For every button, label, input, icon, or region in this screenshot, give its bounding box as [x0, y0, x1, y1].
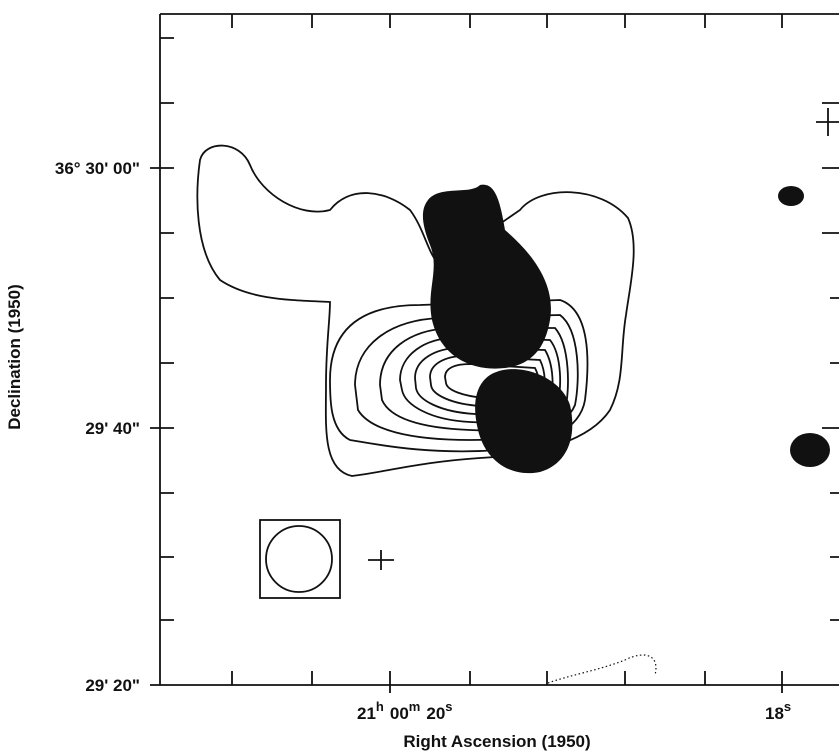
- figure: Declination (1950) Right Ascension (1950…: [0, 0, 839, 751]
- part: 30': [85, 159, 108, 178]
- y-tick-label: 36° 30' 00": [55, 159, 140, 178]
- part: 18: [765, 704, 784, 723]
- part: 29': [85, 419, 108, 438]
- sources: [423, 185, 830, 473]
- part: 29': [85, 676, 108, 695]
- part: 00": [113, 159, 140, 178]
- part: 20": [113, 676, 140, 695]
- x-tick-label: 18s: [765, 699, 791, 723]
- y-axis-label: Declination (1950): [5, 284, 24, 430]
- part: h: [376, 699, 384, 714]
- part: 40": [113, 419, 140, 438]
- part: 00: [390, 704, 409, 723]
- y-tick-label: 29' 20": [85, 676, 140, 695]
- x-axis-label: Right Ascension (1950): [403, 732, 590, 751]
- y-tick-label: 29' 40": [85, 419, 140, 438]
- part: 20: [426, 704, 445, 723]
- x-tick-label: 21h 00m 20s: [357, 699, 453, 723]
- part: m: [409, 699, 421, 714]
- part: s: [784, 699, 791, 714]
- labels: Declination (1950) Right Ascension (1950…: [5, 159, 791, 751]
- part: 21: [357, 704, 376, 723]
- part: s: [445, 699, 452, 714]
- part: 36°: [55, 159, 81, 178]
